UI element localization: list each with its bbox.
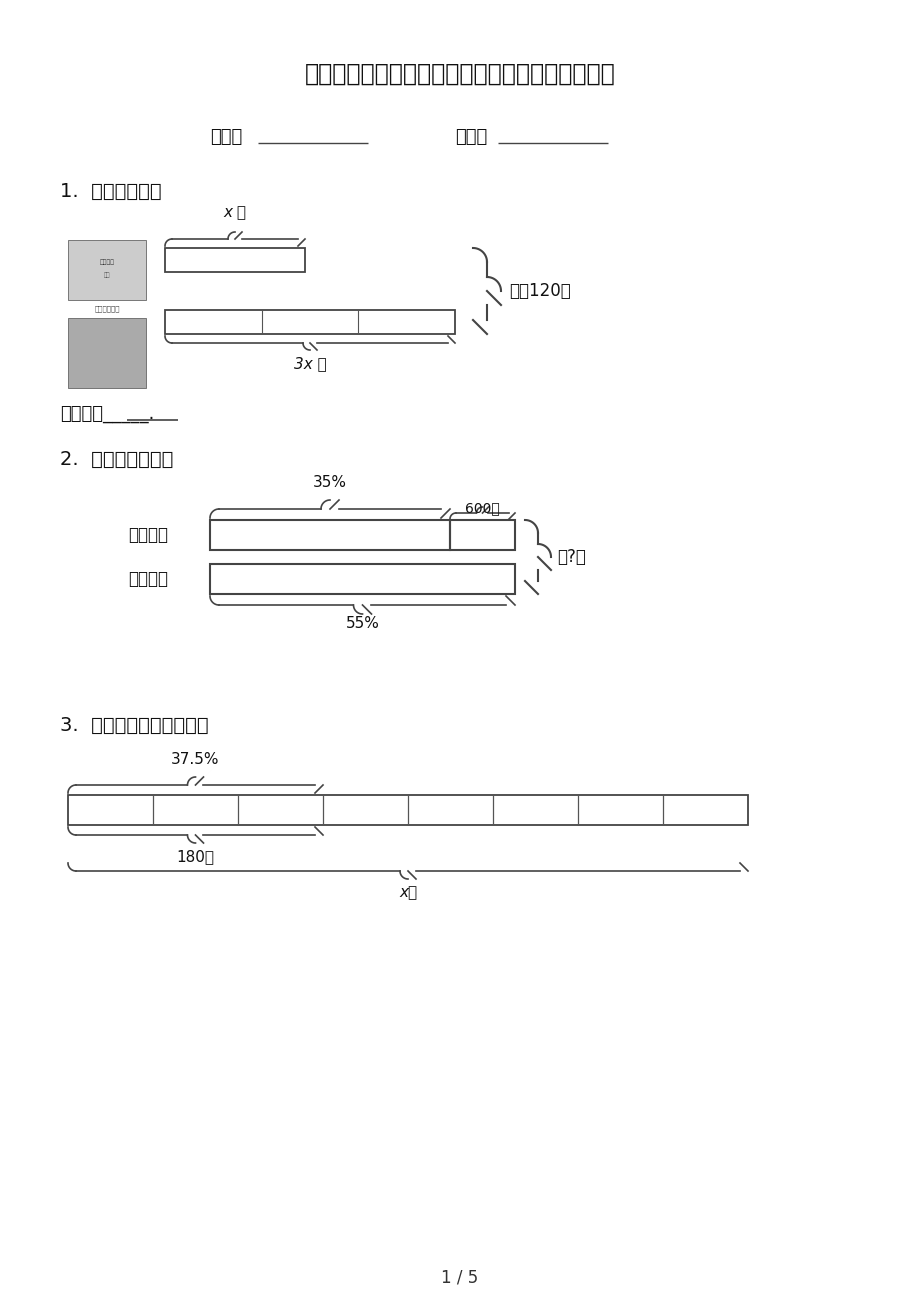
Bar	[165, 310, 455, 335]
Bar	[165, 247, 305, 272]
Text: 三只小熊: 三只小熊	[99, 259, 114, 264]
Text: 3x 本: 3x 本	[293, 355, 326, 371]
Bar	[68, 796, 747, 825]
Bar	[68, 240, 146, 299]
Text: 第二天：: 第二天：	[128, 570, 168, 589]
Text: 列方程：_____.: 列方程：_____.	[60, 405, 154, 423]
Text: 十万个为什么: 十万个为什么	[94, 305, 119, 311]
Text: 35%: 35%	[312, 475, 346, 490]
Bar	[210, 564, 515, 594]
Bar	[449, 519, 515, 549]
Text: 37.5%: 37.5%	[171, 753, 220, 767]
Text: 2.  看图列式计算。: 2. 看图列式计算。	[60, 450, 173, 469]
Text: x 本: x 本	[223, 204, 246, 220]
Text: 姓名：: 姓名：	[455, 128, 487, 146]
Text: 第一天：: 第一天：	[128, 526, 168, 544]
Text: 绘本: 绘本	[104, 272, 110, 277]
Text: 3.  看图列方程，并求解。: 3. 看图列方程，并求解。	[60, 716, 209, 736]
Text: 小学六年级数学上学期看图列方程计算专项北师大: 小学六年级数学上学期看图列方程计算专项北师大	[304, 62, 615, 86]
Text: 共?米: 共?米	[556, 548, 585, 566]
Text: 班级：: 班级：	[210, 128, 242, 146]
Text: 一共120本: 一共120本	[508, 283, 570, 299]
Text: 600米: 600米	[465, 501, 499, 516]
Bar	[210, 519, 449, 549]
Text: 55%: 55%	[346, 616, 379, 631]
Text: 1 / 5: 1 / 5	[441, 1268, 478, 1286]
Text: 180本: 180本	[176, 849, 214, 865]
Text: 1.  看图列方程。: 1. 看图列方程。	[60, 182, 162, 201]
Text: x本: x本	[399, 885, 416, 900]
Bar	[68, 318, 146, 388]
